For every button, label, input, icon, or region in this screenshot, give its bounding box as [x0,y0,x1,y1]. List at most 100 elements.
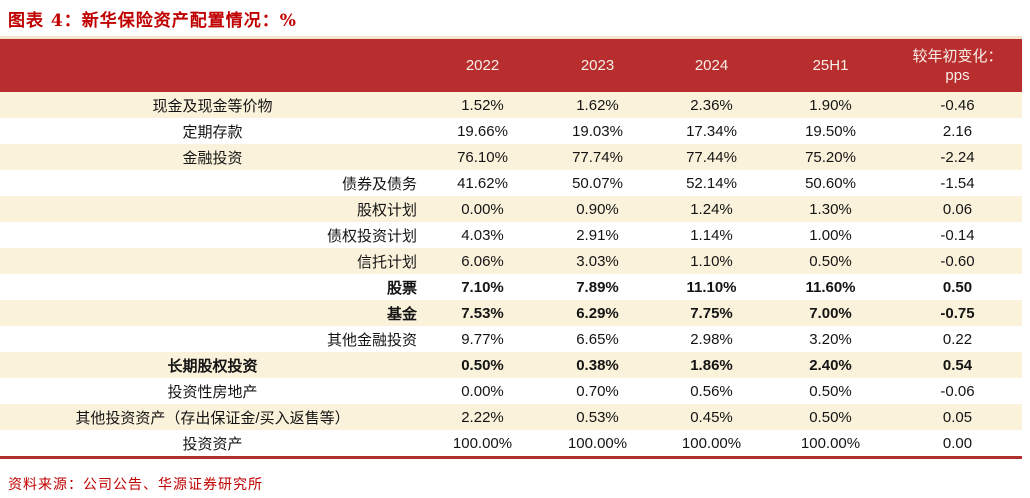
table-row: 其他金融投资 9.77% 6.65% 2.98% 3.20% 0.22 [0,326,1022,352]
value-cell: 0.06 [942,200,973,218]
value-cell: 7.10% [461,278,504,296]
row-label: 股权计划 [356,201,417,219]
value-cell: -0.46 [940,96,975,114]
value-cell: 0.50% [809,408,852,426]
value-cell: 1.52% [461,96,504,114]
value-cell: 100.00% [681,434,742,452]
value-cell: 19.66% [457,122,508,140]
table-row: 现金及现金等价物 1.52% 1.62% 2.36% 1.90% -0.46 [0,92,1022,118]
table-row: 定期存款 19.66% 19.03% 17.34% 19.50% 2.16 [0,118,1022,144]
value-cell: 2.16 [942,122,973,140]
value-cell: 0.50% [461,356,504,374]
value-cell: 0.70% [576,382,619,400]
value-cell: 41.62% [457,174,508,192]
table-row: 债权投资计划 4.03% 2.91% 1.14% 1.00% -0.14 [0,222,1022,248]
value-cell: 0.53% [576,408,619,426]
table-row: 债券及债务 41.62% 50.07% 52.14% 50.60% -1.54 [0,170,1022,196]
value-cell: 3.20% [809,330,852,348]
value-cell: 0.50% [809,252,852,270]
value-cell: 7.89% [576,278,619,296]
table-row: 股权计划 0.00% 0.90% 1.24% 1.30% 0.06 [0,196,1022,222]
value-cell: 100.00% [567,434,628,452]
value-cell: 17.34% [686,122,737,140]
value-cell: 6.29% [576,304,619,322]
value-cell: 2.98% [690,330,733,348]
row-label: 投资性房地产 [167,383,258,401]
row-label: 股票 [386,279,417,297]
row-label: 定期存款 [182,123,243,141]
row-label: 金融投资 [182,149,243,167]
value-cell: 1.86% [690,356,733,374]
value-cell: 9.77% [461,330,504,348]
source-note: 资料来源：公司公告、华源证券研究所 [8,477,263,493]
value-cell: 100.00% [452,434,513,452]
table-row: 其他投资资产（存出保证金/买入返售等） 2.22% 0.53% 0.45% 0.50% 0… [0,404,1022,430]
column-header: 2022 [425,36,540,92]
figure-title: 图表 4：新华保险资产配置情况：% [8,11,297,31]
value-cell: 19.03% [572,122,623,140]
value-cell: 0.90% [576,200,619,218]
row-label: 债券及债务 [341,175,417,193]
value-cell: 4.03% [461,226,504,244]
value-cell: 0.50% [809,382,852,400]
value-cell: -0.14 [940,226,975,244]
value-cell: 0.00% [461,382,504,400]
value-cell: 0.05 [942,408,973,426]
value-cell: 2.36% [690,96,733,114]
value-cell: 1.90% [809,96,852,114]
value-cell: 0.45% [690,408,733,426]
row-label: 债权投资计划 [326,227,417,245]
value-cell: 0.22 [942,330,973,348]
row-label: 基金 [386,305,417,323]
value-cell: -2.24 [940,148,975,166]
row-label: 长期股权投资 [167,357,258,375]
value-cell: 0.56% [690,382,733,400]
value-cell: 75.20% [805,148,856,166]
value-cell: 7.75% [690,304,733,322]
table-row: 信托计划 6.06% 3.03% 1.10% 0.50% -0.60 [0,248,1022,274]
value-cell: 0.00 [942,434,973,452]
value-cell: 19.50% [805,122,856,140]
row-label: 现金及现金等价物 [152,97,273,115]
value-cell: 0.38% [576,356,619,374]
value-cell: 1.14% [690,226,733,244]
value-cell: 2.22% [461,408,504,426]
value-cell: 0.00% [461,200,504,218]
value-cell: 2.91% [576,226,619,244]
table-row: 投资资产 100.00% 100.00% 100.00% 100.00% 0.00 [0,430,1022,458]
value-cell: 1.00% [809,226,852,244]
row-label: 其他金融投资 [326,331,417,349]
value-cell: 52.14% [686,174,737,192]
column-header-line: 较年初变化： [912,47,1003,65]
table-row: 金融投资 76.10% 77.74% 77.44% 75.20% -2.24 [0,144,1022,170]
table-header-row: 2022 2023 2024 25H1 较年初变化： pps [0,36,1022,92]
value-cell: 77.44% [686,148,737,166]
column-header: 25H1 [768,36,893,92]
value-cell: 3.03% [576,252,619,270]
table-row: 长期股权投资 0.50% 0.38% 1.86% 2.40% 0.54 [0,352,1022,378]
value-cell: 7.53% [461,304,504,322]
column-header: 2024 [655,36,768,92]
value-cell: 50.60% [805,174,856,192]
column-header-empty [0,36,425,92]
value-cell: 6.65% [576,330,619,348]
value-cell: 1.24% [690,200,733,218]
column-header: 2023 [540,36,655,92]
column-header: 较年初变化： pps [893,36,1022,92]
row-label: 其他投资资产（存出保证金/买入返售等） [75,409,350,427]
value-cell: 100.00% [800,434,861,452]
row-label: 信托计划 [356,253,417,271]
value-cell: -1.54 [940,174,975,192]
value-cell: 11.60% [805,278,856,296]
value-cell: -0.06 [940,382,975,400]
value-cell: 1.10% [690,252,733,270]
value-cell: 6.06% [461,252,504,270]
row-label: 投资资产 [182,435,243,453]
value-cell: 50.07% [572,174,623,192]
table-header: 2022 2023 2024 25H1 较年初变化： pps [0,36,1022,92]
value-cell: 1.30% [809,200,852,218]
column-header-line: pps [945,66,970,84]
value-cell: 77.74% [572,148,623,166]
value-cell: -0.75 [940,304,975,322]
value-cell: 76.10% [457,148,508,166]
